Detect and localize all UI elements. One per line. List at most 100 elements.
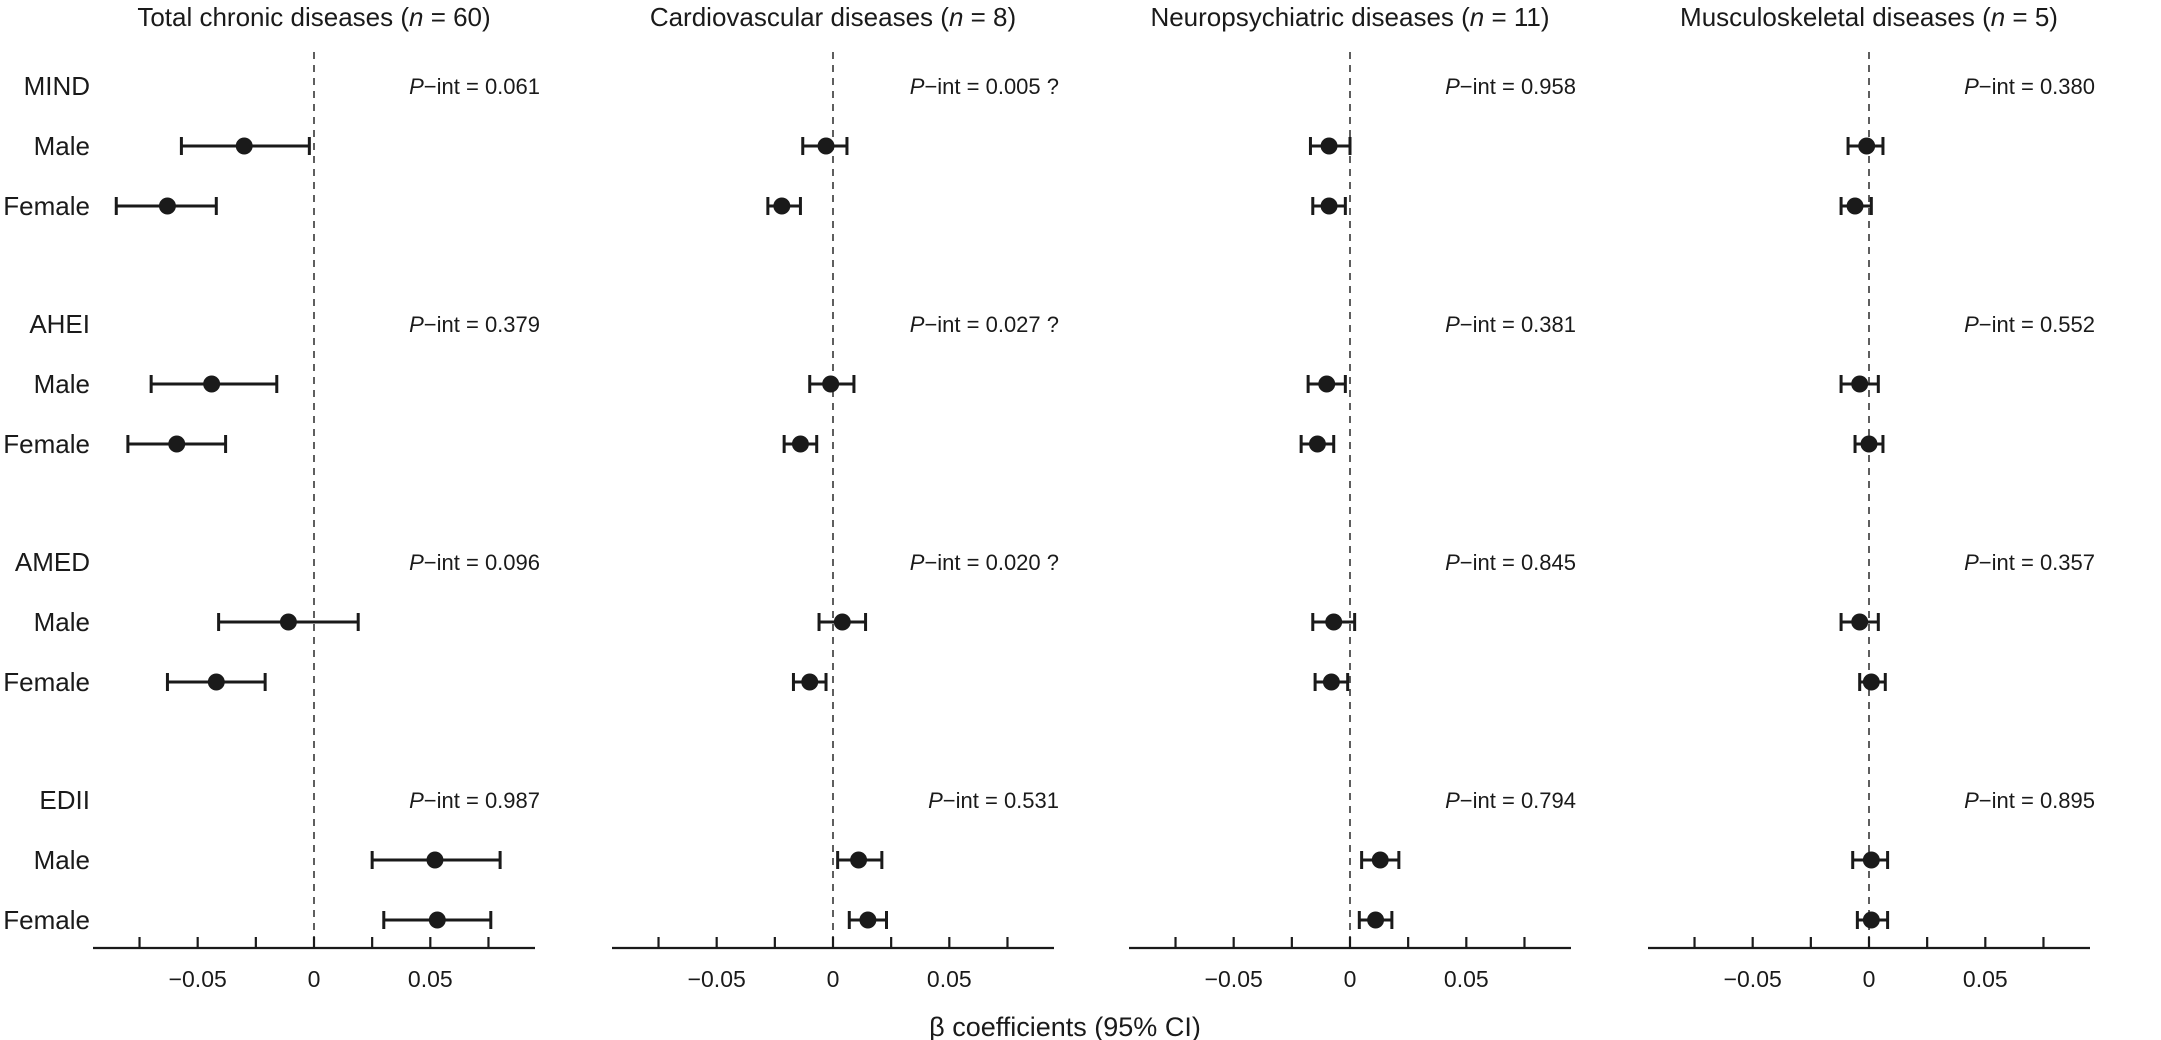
point-estimate	[817, 137, 835, 155]
x-tick-label: −0.05	[688, 966, 746, 992]
estimate-male	[801, 137, 849, 155]
p-symbol: P	[1445, 312, 1460, 337]
panel-title-prefix: Cardiovascular diseases (	[650, 2, 949, 32]
p-symbol: P	[910, 74, 925, 99]
estimate-female	[382, 911, 493, 929]
p-int-text: −int =	[1979, 550, 2040, 575]
estimate-male	[808, 375, 856, 393]
x-tick-label: 0	[308, 966, 321, 992]
point-estimate	[1858, 137, 1876, 155]
p-int-value: 0.061	[485, 74, 540, 99]
panel-title-suffix: = 5)	[2005, 2, 2058, 32]
x-tick-label: −0.05	[1724, 966, 1782, 992]
p-interaction-label: P−int = 0.958	[1445, 74, 1576, 99]
p-int-value: 0.379	[485, 312, 540, 337]
panel-title-suffix: = 8)	[963, 2, 1016, 32]
panel-title: Cardiovascular diseases (n = 8)	[650, 2, 1016, 32]
p-symbol: P	[1445, 74, 1460, 99]
p-int-value: 0.794	[1521, 788, 1576, 813]
estimate-male	[1851, 851, 1890, 869]
diet-label: AHEI	[29, 309, 90, 339]
estimate-male	[817, 613, 868, 631]
p-int-text: −int =	[1460, 312, 1521, 337]
p-int-value: 0.987	[485, 788, 540, 813]
estimate-male	[1308, 137, 1352, 155]
panel-3: Neuropsychiatric diseases (n = 11) −0.05 0…	[1129, 2, 1576, 992]
p-int-value: 0.380	[2040, 74, 2095, 99]
p-int-value: 0.027 ?	[986, 312, 1059, 337]
panel-title-n: n	[949, 2, 963, 32]
p-int-value: 0.845	[1521, 550, 1576, 575]
estimate-female	[791, 673, 828, 691]
p-int-text: −int =	[924, 312, 985, 337]
p-int-value: 0.381	[1521, 312, 1576, 337]
point-estimate	[850, 851, 868, 869]
point-estimate	[279, 613, 297, 631]
estimate-female	[1853, 435, 1885, 453]
panel-title-prefix: Total chronic diseases (	[137, 2, 409, 32]
estimate-female	[766, 197, 802, 215]
p-int-text: −int =	[424, 312, 485, 337]
estimate-female	[1855, 911, 1890, 929]
p-symbol: P	[910, 312, 925, 337]
estimate-female	[1839, 197, 1873, 215]
panel-title-suffix: = 60)	[423, 2, 490, 32]
diet-label: AMED	[15, 547, 90, 577]
estimate-male	[1839, 613, 1880, 631]
point-estimate	[1851, 375, 1869, 393]
p-symbol: P	[1445, 788, 1460, 813]
p-interaction-label: P−int = 0.027 ?	[910, 312, 1059, 337]
p-interaction-label: P−int = 0.357	[1964, 550, 2095, 575]
point-estimate	[1308, 435, 1326, 453]
panels: Total chronic diseases ( n = 60) −0.05 0 0.0…	[93, 2, 2095, 992]
p-symbol: P	[1964, 788, 1979, 813]
estimate-male	[217, 613, 360, 631]
p-interaction-label: P−int = 0.380	[1964, 74, 2095, 99]
point-estimate	[207, 673, 225, 691]
estimate-male	[1846, 137, 1885, 155]
estimate-male	[370, 851, 502, 869]
estimate-female	[114, 197, 218, 215]
estimate-female	[1299, 435, 1336, 453]
sex-label-male: Male	[34, 369, 90, 399]
point-estimate	[801, 673, 819, 691]
p-interaction-label: P−int = 0.005 ?	[910, 74, 1059, 99]
x-axis-label: β coefficients (95% CI)	[929, 1012, 1201, 1040]
point-estimate	[158, 197, 176, 215]
x-tick-label: −0.05	[169, 966, 227, 992]
sex-label-male: Male	[34, 131, 90, 161]
estimate-male	[836, 851, 884, 869]
point-estimate	[426, 851, 444, 869]
p-int-text: −int =	[1979, 74, 2040, 99]
estimate-female	[1858, 673, 1887, 691]
p-int-text: −int =	[424, 550, 485, 575]
point-estimate	[1371, 851, 1389, 869]
x-tick-label: 0	[1344, 966, 1357, 992]
p-interaction-label: P−int = 0.794	[1445, 788, 1576, 813]
panel-title-prefix: Neuropsychiatric diseases (	[1150, 2, 1470, 32]
panel-1: Total chronic diseases (n = 60) −0.05 0 0.0…	[93, 2, 540, 992]
p-int-text: −int =	[924, 550, 985, 575]
estimate-male	[1360, 851, 1401, 869]
estimate-female	[847, 911, 889, 929]
x-tick-label: 0.05	[408, 966, 453, 992]
estimate-female	[1357, 911, 1394, 929]
p-int-value: 0.958	[1521, 74, 1576, 99]
p-int-text: −int =	[943, 788, 1004, 813]
point-estimate	[1862, 673, 1880, 691]
point-estimate	[791, 435, 809, 453]
estimate-male	[1839, 375, 1880, 393]
p-int-value: 0.005 ?	[986, 74, 1059, 99]
p-int-value: 0.531	[1004, 788, 1059, 813]
p-interaction-label: P−int = 0.987	[409, 788, 540, 813]
point-estimate	[1322, 673, 1340, 691]
p-symbol: P	[910, 550, 925, 575]
p-symbol: P	[1964, 550, 1979, 575]
p-int-value: 0.096	[485, 550, 540, 575]
p-int-text: −int =	[1460, 74, 1521, 99]
p-symbol: P	[409, 312, 424, 337]
p-symbol: P	[1964, 74, 1979, 99]
sex-label-female: Female	[3, 191, 90, 221]
point-estimate	[1320, 137, 1338, 155]
sex-label-male: Male	[34, 607, 90, 637]
